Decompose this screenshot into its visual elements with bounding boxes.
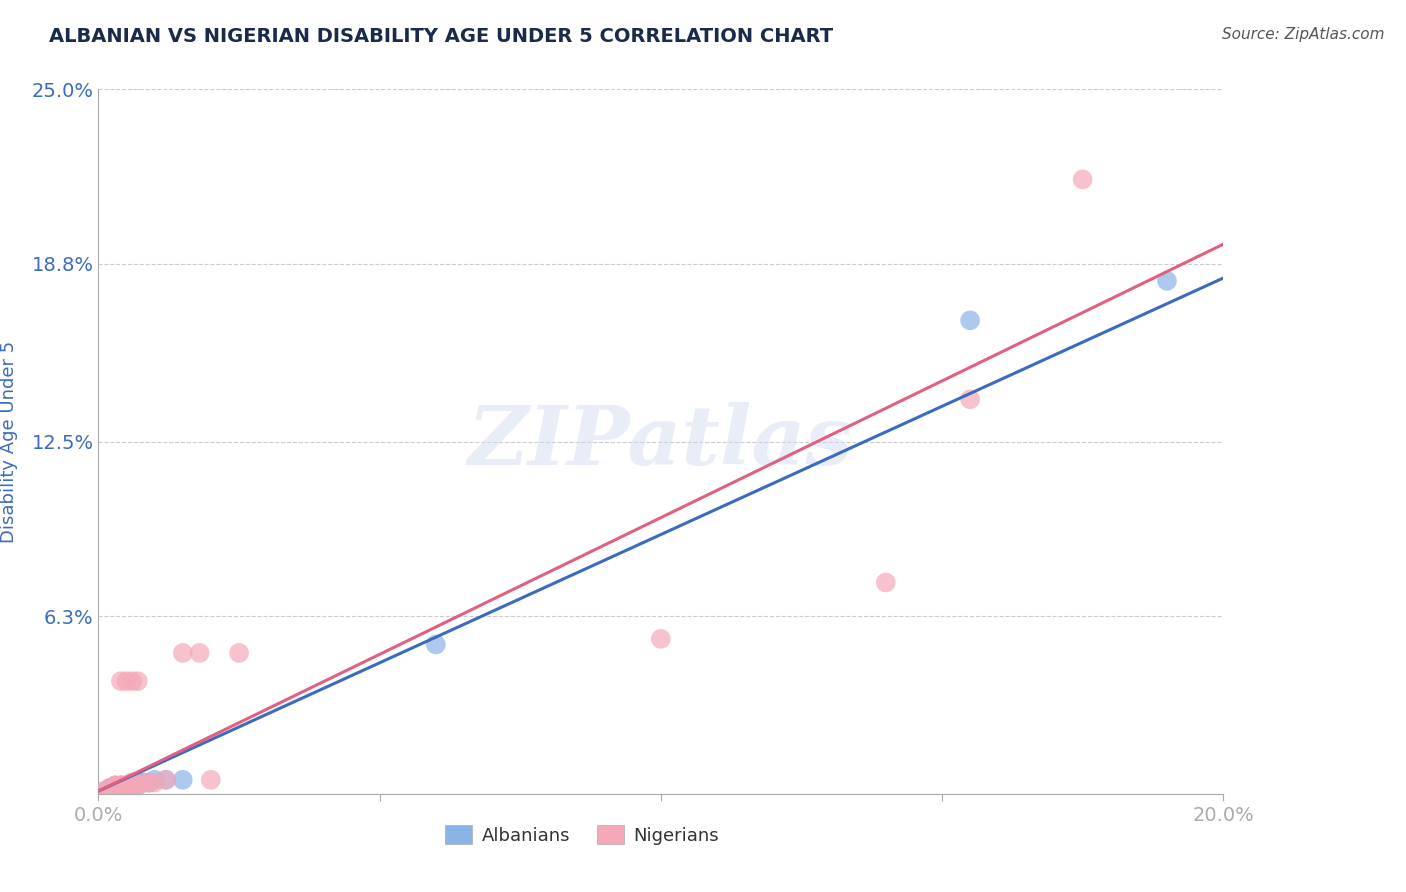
Text: ZIPatlas: ZIPatlas <box>468 401 853 482</box>
Point <box>127 775 149 789</box>
Point <box>115 781 138 796</box>
Point <box>132 775 155 789</box>
Y-axis label: Disability Age Under 5: Disability Age Under 5 <box>0 341 17 542</box>
Point <box>115 779 138 793</box>
Text: Source: ZipAtlas.com: Source: ZipAtlas.com <box>1222 27 1385 42</box>
Point <box>188 646 211 660</box>
Point <box>115 779 138 793</box>
Point <box>650 632 672 646</box>
Point <box>115 779 138 793</box>
Point <box>228 646 250 660</box>
Point <box>143 772 166 787</box>
Point <box>110 779 132 793</box>
Point <box>138 775 160 789</box>
Point <box>155 772 177 787</box>
Point <box>143 775 166 789</box>
Point <box>121 779 143 793</box>
Point <box>425 638 447 652</box>
Point <box>127 674 149 689</box>
Point <box>959 392 981 407</box>
Point <box>121 775 143 789</box>
Point <box>110 779 132 793</box>
Point <box>172 772 194 787</box>
Point <box>1156 274 1178 288</box>
Point <box>93 784 115 798</box>
Point <box>104 781 127 796</box>
Point <box>115 674 138 689</box>
Point <box>115 779 138 793</box>
Point <box>127 779 149 793</box>
Point <box>132 775 155 789</box>
Point <box>110 779 132 793</box>
Point <box>121 775 143 789</box>
Point <box>138 775 160 789</box>
Point <box>200 772 222 787</box>
Point <box>104 779 127 793</box>
Text: ALBANIAN VS NIGERIAN DISABILITY AGE UNDER 5 CORRELATION CHART: ALBANIAN VS NIGERIAN DISABILITY AGE UNDE… <box>49 27 834 45</box>
Point <box>110 779 132 793</box>
Point <box>132 775 155 789</box>
Point <box>104 779 127 793</box>
Point <box>110 674 132 689</box>
Point <box>98 781 121 796</box>
Point <box>110 781 132 796</box>
Point <box>172 646 194 660</box>
Point <box>104 781 127 796</box>
Point <box>121 674 143 689</box>
Point <box>121 779 143 793</box>
Point <box>104 779 127 793</box>
Point <box>98 781 121 796</box>
Point <box>121 779 143 793</box>
Point <box>127 779 149 793</box>
Point <box>98 781 121 796</box>
Point <box>959 313 981 327</box>
Point <box>875 575 897 590</box>
Point <box>155 772 177 787</box>
Point <box>121 779 143 793</box>
Point <box>1071 172 1094 186</box>
Point <box>93 784 115 798</box>
Point <box>104 781 127 796</box>
Point <box>98 781 121 796</box>
Legend: Albanians, Nigerians: Albanians, Nigerians <box>439 818 725 852</box>
